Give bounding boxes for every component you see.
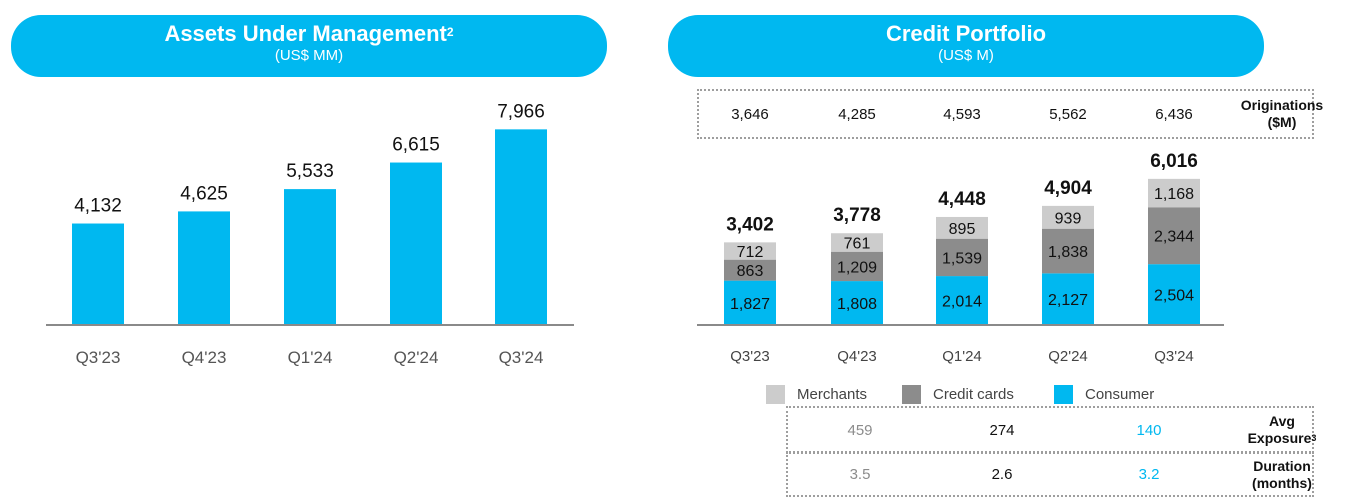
credit-portfolio-title-banner: Credit Portfolio (US$ M) bbox=[668, 15, 1264, 77]
credit-segment-label: 1,168 bbox=[1154, 186, 1194, 203]
aum-data-label: 4,132 bbox=[74, 196, 122, 217]
credit-segment-label: 939 bbox=[1055, 210, 1082, 227]
credit-bar-segment bbox=[724, 242, 776, 260]
aum-x-tick-label: Q3'23 bbox=[76, 348, 121, 367]
credit-bar-segment bbox=[724, 259, 776, 281]
credit-total-label: 3,778 bbox=[833, 205, 881, 226]
credit-x-tick-label: Q3'23 bbox=[730, 348, 770, 365]
avg-exposure-label: Avg Exposure3 bbox=[1227, 413, 1337, 447]
legend-label-credit-cards: Credit cards bbox=[933, 386, 1014, 403]
credit-total-label: 4,448 bbox=[938, 189, 986, 210]
credit-bar-segment bbox=[724, 280, 776, 325]
duration-label: Duration (months) bbox=[1227, 458, 1337, 492]
aum-title: Assets Under Management bbox=[164, 21, 447, 46]
originations-value: 3,646 bbox=[731, 106, 769, 123]
credit-x-tick-label: Q1'24 bbox=[942, 348, 982, 365]
avg-exposure-credit-cards: 274 bbox=[989, 422, 1015, 439]
duration-merchants: 3.5 bbox=[849, 466, 871, 483]
aum-x-tick-label: Q3'24 bbox=[499, 348, 544, 367]
duration-label-line1: Duration bbox=[1253, 458, 1311, 474]
legend-merchants: Merchants bbox=[766, 385, 867, 404]
aum-x-tick-label: Q1'24 bbox=[288, 348, 333, 367]
credit-x-tick-label: Q4'23 bbox=[837, 348, 877, 365]
legend-credit-cards: Credit cards bbox=[902, 385, 1014, 404]
aum-x-tick-label: Q4'23 bbox=[182, 348, 227, 367]
credit-bar-segment bbox=[1042, 205, 1094, 229]
legend-swatch-merchants bbox=[766, 385, 785, 404]
credit-segment-label: 1,838 bbox=[1048, 244, 1088, 261]
originations-value: 4,285 bbox=[838, 106, 876, 123]
credit-segment-label: 1,808 bbox=[837, 296, 877, 313]
credit-bar-segment bbox=[936, 276, 988, 325]
aum-data-label: 5,533 bbox=[286, 161, 334, 182]
aum-data-label: 7,966 bbox=[497, 101, 545, 122]
legend-swatch-credit-cards bbox=[902, 385, 921, 404]
avg-exposure-merchants: 459 bbox=[847, 422, 873, 439]
duration-box bbox=[786, 452, 1314, 497]
credit-segment-label: 712 bbox=[737, 244, 764, 261]
credit-segment-label: 2,344 bbox=[1154, 229, 1194, 246]
duration-label-line2: (months) bbox=[1252, 475, 1312, 491]
aum-bar bbox=[495, 129, 547, 325]
credit-segment-label: 1,209 bbox=[837, 259, 877, 276]
legend-label-merchants: Merchants bbox=[797, 386, 868, 403]
credit-segment-label: 863 bbox=[737, 263, 764, 280]
aum-subtitle: (US$ MM) bbox=[274, 47, 344, 64]
legend-label-consumer: Consumer bbox=[1085, 386, 1155, 403]
originations-value: 4,593 bbox=[943, 106, 981, 123]
credit-portfolio-title: Credit Portfolio bbox=[885, 21, 1047, 46]
credit-bar-segment bbox=[1148, 264, 1200, 325]
credit-portfolio-subtitle: (US$ M) bbox=[938, 47, 994, 64]
credit-total-label: 6,016 bbox=[1150, 151, 1198, 172]
credit-segment-label: 1,827 bbox=[730, 296, 770, 313]
aum-bar bbox=[284, 189, 336, 325]
avg-exposure-label-line1: Avg bbox=[1269, 413, 1295, 429]
credit-segment-label: 2,014 bbox=[942, 294, 982, 311]
credit-bar-segment bbox=[1148, 178, 1200, 208]
avg-exposure-consumer: 140 bbox=[1136, 422, 1162, 439]
duration-consumer: 3.2 bbox=[1138, 466, 1160, 483]
aum-title-footnote: 2 bbox=[446, 25, 454, 39]
aum-data-label: 4,625 bbox=[180, 183, 228, 204]
credit-total-label: 3,402 bbox=[726, 214, 774, 235]
credit-bar-segment bbox=[831, 251, 883, 282]
originations-label-line1: Originations bbox=[1240, 97, 1324, 113]
avg-exposure-footnote: 3 bbox=[1311, 433, 1317, 443]
aum-x-tick-label: Q2'24 bbox=[394, 348, 439, 367]
credit-bar-segment bbox=[936, 238, 988, 277]
credit-x-tick-label: Q3'24 bbox=[1154, 348, 1194, 365]
credit-bar-segment bbox=[1042, 273, 1094, 325]
credit-segment-label: 2,127 bbox=[1048, 292, 1088, 309]
credit-bar-segment bbox=[831, 233, 883, 252]
aum-data-label: 6,615 bbox=[392, 135, 440, 156]
originations-value: 6,436 bbox=[1155, 106, 1193, 123]
credit-bar-segment bbox=[936, 216, 988, 239]
credit-bar-segment bbox=[1042, 228, 1094, 274]
originations-value: 5,562 bbox=[1049, 106, 1087, 123]
credit-x-tick-label: Q2'24 bbox=[1048, 348, 1088, 365]
originations-label: Originations ($M) bbox=[1227, 97, 1337, 131]
aum-title-banner: Assets Under Management2 (US$ MM) bbox=[11, 15, 607, 77]
credit-total-label: 4,904 bbox=[1044, 178, 1092, 199]
aum-bar bbox=[178, 211, 230, 325]
credit-segment-label: 761 bbox=[844, 235, 871, 252]
aum-bar bbox=[72, 223, 124, 325]
legend-swatch-consumer bbox=[1054, 385, 1073, 404]
credit-bar-segment bbox=[831, 281, 883, 325]
aum-bar bbox=[390, 162, 442, 325]
credit-segment-label: 2,504 bbox=[1154, 288, 1194, 305]
credit-segment-label: 895 bbox=[949, 221, 976, 238]
credit-bar-segment bbox=[1148, 207, 1200, 265]
originations-label-line2: ($M) bbox=[1267, 114, 1297, 130]
legend-consumer: Consumer bbox=[1054, 385, 1154, 404]
credit-segment-label: 1,539 bbox=[942, 250, 982, 267]
originations-box bbox=[697, 89, 1314, 139]
duration-credit-cards: 2.6 bbox=[991, 466, 1013, 483]
avg-exposure-label-line2: Exposure bbox=[1247, 430, 1312, 446]
